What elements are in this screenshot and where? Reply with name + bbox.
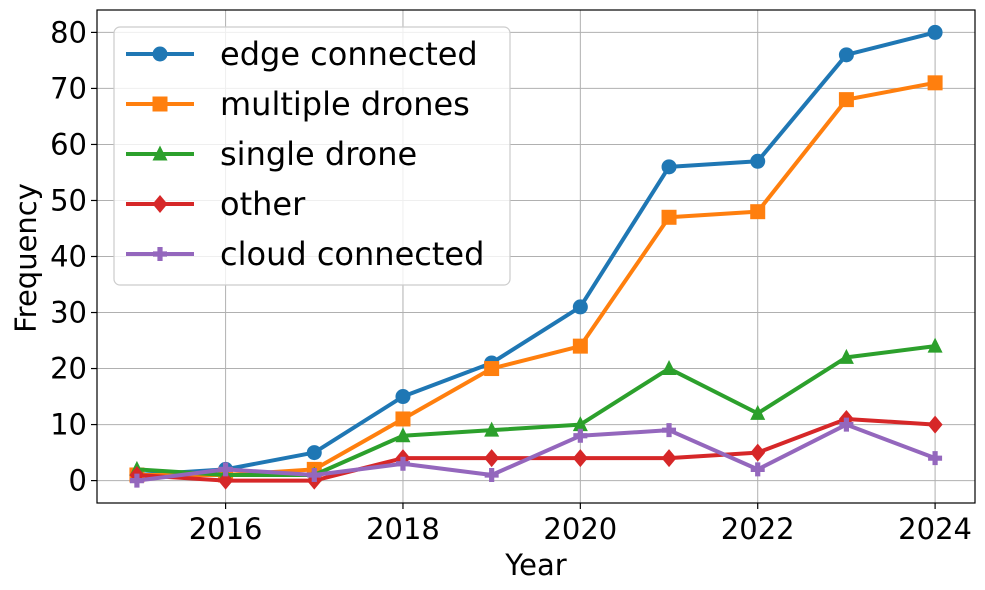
x-tick-label: 2020 <box>543 512 617 546</box>
legend-marker-other <box>152 195 168 213</box>
data-point-single-drone <box>838 348 854 364</box>
legend: edge connected multiple drones single dron… <box>113 26 511 286</box>
series-line-cloud-connected <box>134 422 938 483</box>
data-point-single-drone <box>484 421 500 437</box>
y-tick-label: 50 <box>50 183 87 217</box>
data-point-single-drone <box>395 427 411 443</box>
data-point-multiple-drones <box>927 75 943 91</box>
x-tick-label: 2022 <box>721 512 795 546</box>
data-point-cloud-connected <box>573 428 588 443</box>
data-point-cloud-connected <box>218 462 233 477</box>
data-point-other <box>572 449 588 468</box>
legend-marker-edge-connected <box>152 46 168 62</box>
data-point-multiple-drones <box>484 361 500 377</box>
data-point-cloud-connected <box>307 467 322 482</box>
data-point-edge-connected <box>572 299 588 315</box>
legend-label-cloud-connected: cloud connected <box>220 235 484 273</box>
data-point-other <box>218 471 234 490</box>
data-point-multiple-drones <box>395 411 411 427</box>
legend-label-single-drone: single drone <box>220 135 417 173</box>
data-point-multiple-drones <box>661 209 677 225</box>
legend-marker-cloud-connected <box>153 247 167 261</box>
data-point-other <box>661 449 677 468</box>
data-point-edge-connected <box>750 153 766 169</box>
series-line-single-drone <box>134 344 938 477</box>
data-point-multiple-drones <box>750 204 766 220</box>
data-point-other <box>750 443 766 462</box>
data-point-edge-connected <box>661 159 677 175</box>
y-tick-label: 80 <box>50 15 87 49</box>
y-tick-label: 60 <box>50 127 87 161</box>
data-point-other <box>927 415 943 434</box>
y-axis-label: Frequency <box>9 183 43 333</box>
x-tick-label: 2016 <box>189 512 263 546</box>
data-point-cloud-connected <box>662 423 677 438</box>
legend-marker-multiple-drones <box>152 96 168 112</box>
y-tick-label: 30 <box>50 296 87 330</box>
data-point-single-drone <box>750 404 766 420</box>
data-point-edge-connected <box>395 389 411 405</box>
data-point-cloud-connected <box>395 456 410 471</box>
data-point-cloud-connected <box>484 467 499 482</box>
series-cloud-connected <box>129 417 943 488</box>
y-tick-label: 70 <box>50 71 87 105</box>
data-point-cloud-connected <box>839 417 854 432</box>
y-tick-label: 20 <box>50 352 87 386</box>
data-point-edge-connected <box>838 47 854 63</box>
data-point-single-drone <box>661 360 677 376</box>
x-tick-label: 2024 <box>898 512 972 546</box>
grid <box>97 10 975 503</box>
y-tick-label: 10 <box>50 408 87 442</box>
data-point-cloud-connected <box>750 462 765 477</box>
data-point-edge-connected <box>306 445 322 461</box>
data-point-multiple-drones <box>572 338 588 354</box>
data-point-edge-connected <box>927 24 943 40</box>
legend-box <box>113 26 511 286</box>
legend-label-multiple-drones: multiple drones <box>220 85 470 123</box>
x-axis-label: Year <box>504 548 566 582</box>
x-tick-label: 2018 <box>366 512 440 546</box>
series-line-other <box>134 416 938 483</box>
legend-label-other: other <box>220 185 306 223</box>
series-line-edge-connected <box>134 30 938 477</box>
series-layer <box>129 24 943 490</box>
data-point-single-drone <box>572 416 588 432</box>
legend-label-edge-connected: edge connected <box>220 35 478 73</box>
data-point-single-drone <box>927 337 943 353</box>
data-point-multiple-drones <box>838 92 854 108</box>
data-point-cloud-connected <box>928 451 943 466</box>
y-tick-label: 0 <box>69 464 87 498</box>
data-point-other <box>484 449 500 468</box>
legend-marker-single-drone <box>152 145 168 161</box>
axis-ticks: 2016 2018 2020 2022 2024 0 10 20 30 40 50 60 70 80 <box>50 15 972 546</box>
data-point-cloud-connected <box>129 473 144 488</box>
y-tick-label: 40 <box>50 240 87 274</box>
